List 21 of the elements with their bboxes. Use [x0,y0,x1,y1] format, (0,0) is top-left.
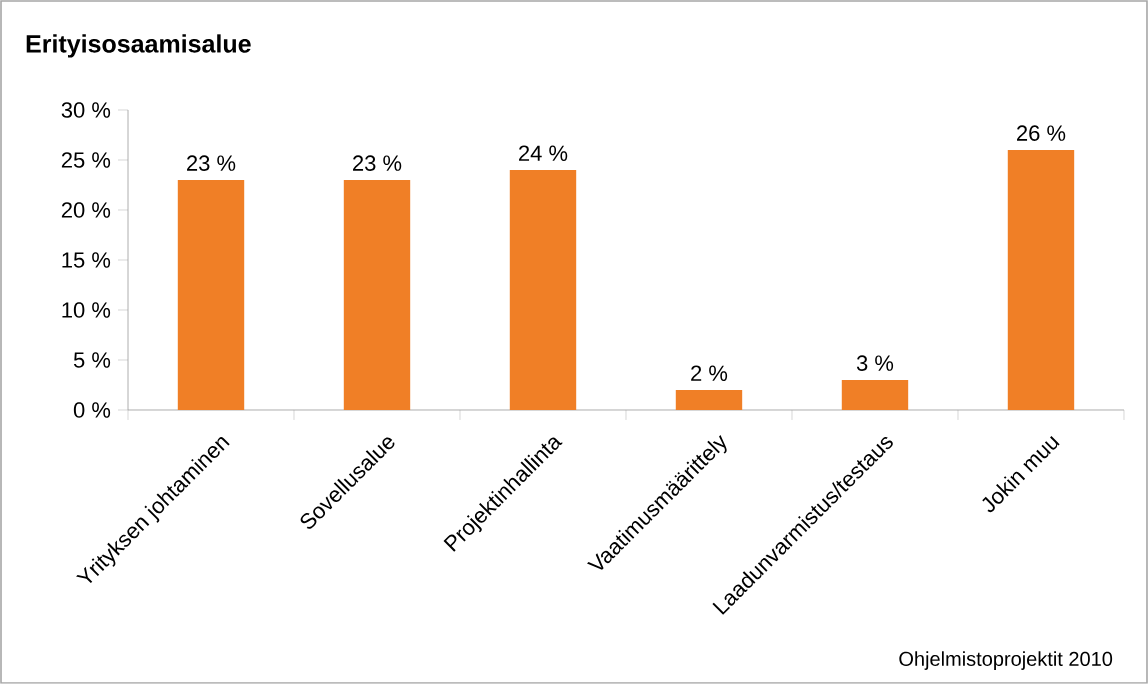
data-label: 23 % [353,155,402,172]
y-tick-label: 20 % [61,202,111,218]
y-tick-label: 10 % [62,302,111,318]
bar [177,180,245,411]
data-label: 24 % [519,145,568,162]
bar [343,180,411,411]
y-tick-label: 5 % [73,352,111,368]
text: Ohjelmistoprojektit 2010 [899,651,1113,671]
data-label: 23 % [187,155,236,172]
y-tick-label: 0 % [73,402,111,418]
y-tick-label: 30 % [61,102,111,118]
bar [675,390,743,411]
y-tick-label: 15 % [62,252,111,268]
data-label: 2 % [691,365,728,382]
bar [509,170,577,411]
bar [1007,150,1075,411]
bar [841,380,909,411]
chart-title: Erityisosaamisalue [26,34,251,58]
y-tick-label: 25 % [61,152,111,168]
data-label: 3 % [856,355,894,372]
data-label: 26 % [1017,125,1066,142]
